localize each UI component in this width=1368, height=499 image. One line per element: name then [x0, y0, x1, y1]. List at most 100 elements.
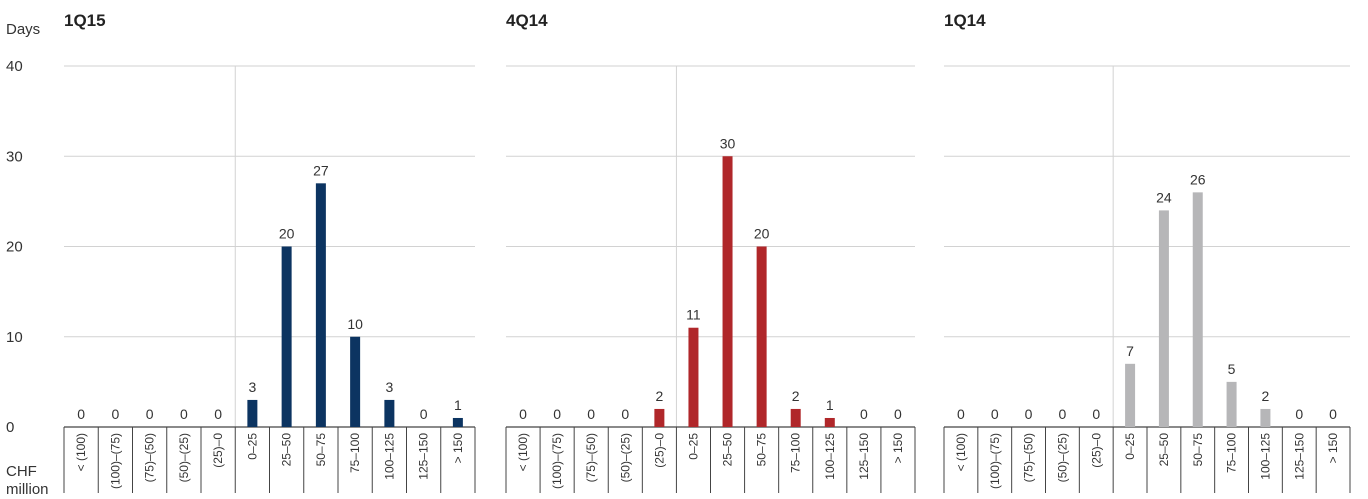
bar-value-label: 0 [860, 406, 868, 422]
bar-1Q15-7 [315, 183, 326, 427]
panel-title-1Q15: 1Q15 [64, 11, 106, 30]
category-label: 75–100 [1225, 433, 1239, 473]
bar-4Q14-8 [790, 408, 801, 427]
bar-value-label: 0 [894, 406, 902, 422]
bar-4Q14-6 [722, 156, 733, 427]
panel-title-1Q14: 1Q14 [944, 11, 986, 30]
y-tick-label-20: 20 [6, 239, 23, 256]
bar-value-label: 0 [587, 406, 595, 422]
bar-value-label: 3 [385, 379, 393, 395]
bar-value-label: 0 [519, 406, 527, 422]
category-label: (25)–0 [652, 433, 666, 468]
category-label: > 150 [451, 433, 465, 464]
category-label: (75)–(50) [143, 433, 157, 482]
bar-value-label: 0 [1295, 406, 1303, 422]
bar-value-label: 0 [553, 406, 561, 422]
category-label: 0–25 [686, 433, 700, 460]
category-label: < (100) [954, 433, 968, 471]
bar-value-label: 11 [686, 307, 701, 323]
y-tick-label-30: 30 [6, 148, 23, 165]
bar-value-label: 0 [621, 406, 629, 422]
bar-1Q15-11 [452, 417, 463, 427]
bar-value-label: 20 [279, 226, 295, 242]
bar-1Q14-6 [1158, 210, 1169, 427]
category-label: (50)–(25) [618, 433, 632, 482]
bar-value-label: 0 [991, 406, 999, 422]
bar-value-label: 0 [1025, 406, 1033, 422]
category-label: (75)–(50) [584, 433, 598, 482]
category-label: < (100) [74, 433, 88, 471]
bar-value-label: 24 [1156, 189, 1172, 205]
category-label: (25)–0 [1089, 433, 1103, 468]
bar-value-label: 30 [720, 135, 736, 151]
category-label: 100–125 [382, 433, 396, 480]
category-label: 25–50 [280, 433, 294, 467]
category-label: > 150 [891, 433, 905, 464]
bar-4Q14-7 [756, 246, 767, 427]
category-label: (25)–0 [211, 433, 225, 468]
bar-1Q15-6 [281, 246, 292, 427]
y-tick-label-0: 0 [6, 419, 14, 436]
category-label: (75)–(50) [1022, 433, 1036, 482]
bar-value-label: 2 [655, 388, 663, 404]
category-label: > 150 [1326, 433, 1340, 464]
y-axis-label: Days [6, 21, 40, 38]
category-label: 75–100 [789, 433, 803, 473]
category-label: 0–25 [1123, 433, 1137, 460]
category-label: (100)–(75) [988, 433, 1002, 489]
bar-value-label: 0 [214, 406, 222, 422]
category-label: 125–150 [1292, 433, 1306, 480]
category-label: 125–150 [857, 433, 871, 480]
y-tick-label-40: 40 [6, 58, 23, 75]
bar-value-label: 2 [1262, 388, 1270, 404]
bar-1Q14-8 [1226, 381, 1237, 427]
bar-4Q14-5 [688, 327, 699, 427]
category-label: 125–150 [417, 433, 431, 480]
category-label: 25–50 [1157, 433, 1171, 467]
bar-value-label: 3 [248, 379, 256, 395]
bar-value-label: 0 [420, 406, 428, 422]
bar-1Q15-5 [247, 399, 258, 427]
bar-value-label: 0 [1092, 406, 1100, 422]
bar-value-label: 20 [754, 226, 770, 242]
category-label: 100–125 [1258, 433, 1272, 480]
bar-value-label: 26 [1190, 171, 1206, 187]
bar-1Q15-9 [384, 399, 395, 427]
bar-value-label: 1 [826, 397, 834, 413]
x-axis-label-line2: million [6, 481, 49, 498]
bar-1Q14-7 [1192, 192, 1203, 427]
category-label: < (100) [516, 433, 530, 471]
bar-value-label: 0 [77, 406, 85, 422]
bar-value-label: 27 [313, 162, 329, 178]
bar-1Q14-9 [1260, 408, 1271, 427]
bar-value-label: 2 [792, 388, 800, 404]
bar-value-label: 5 [1228, 361, 1236, 377]
category-label: 100–125 [823, 433, 837, 480]
bar-value-label: 0 [180, 406, 188, 422]
bar-value-label: 0 [1059, 406, 1067, 422]
bar-4Q14-4 [654, 408, 665, 427]
category-label: 75–100 [348, 433, 362, 473]
y-tick-label-10: 10 [6, 329, 23, 346]
category-label: 0–25 [245, 433, 259, 460]
bar-1Q15-8 [350, 336, 361, 427]
panel-title-4Q14: 4Q14 [506, 11, 548, 30]
x-axis-label-line1: CHF [6, 463, 37, 480]
bar-value-label: 10 [347, 316, 363, 332]
category-label: 50–75 [314, 433, 328, 467]
category-label: (50)–(25) [1055, 433, 1069, 482]
category-label: 25–50 [721, 433, 735, 467]
bar-value-label: 0 [1329, 406, 1337, 422]
bar-value-label: 0 [146, 406, 154, 422]
bar-4Q14-9 [824, 417, 835, 427]
bar-1Q14-5 [1125, 363, 1136, 427]
category-label: (100)–(75) [550, 433, 564, 489]
category-label: 50–75 [1191, 433, 1205, 467]
category-label: (50)–(25) [177, 433, 191, 482]
category-label: (100)–(75) [108, 433, 122, 489]
bar-value-label: 1 [454, 397, 462, 413]
bar-value-label: 0 [111, 406, 119, 422]
bar-value-label: 7 [1126, 343, 1134, 359]
